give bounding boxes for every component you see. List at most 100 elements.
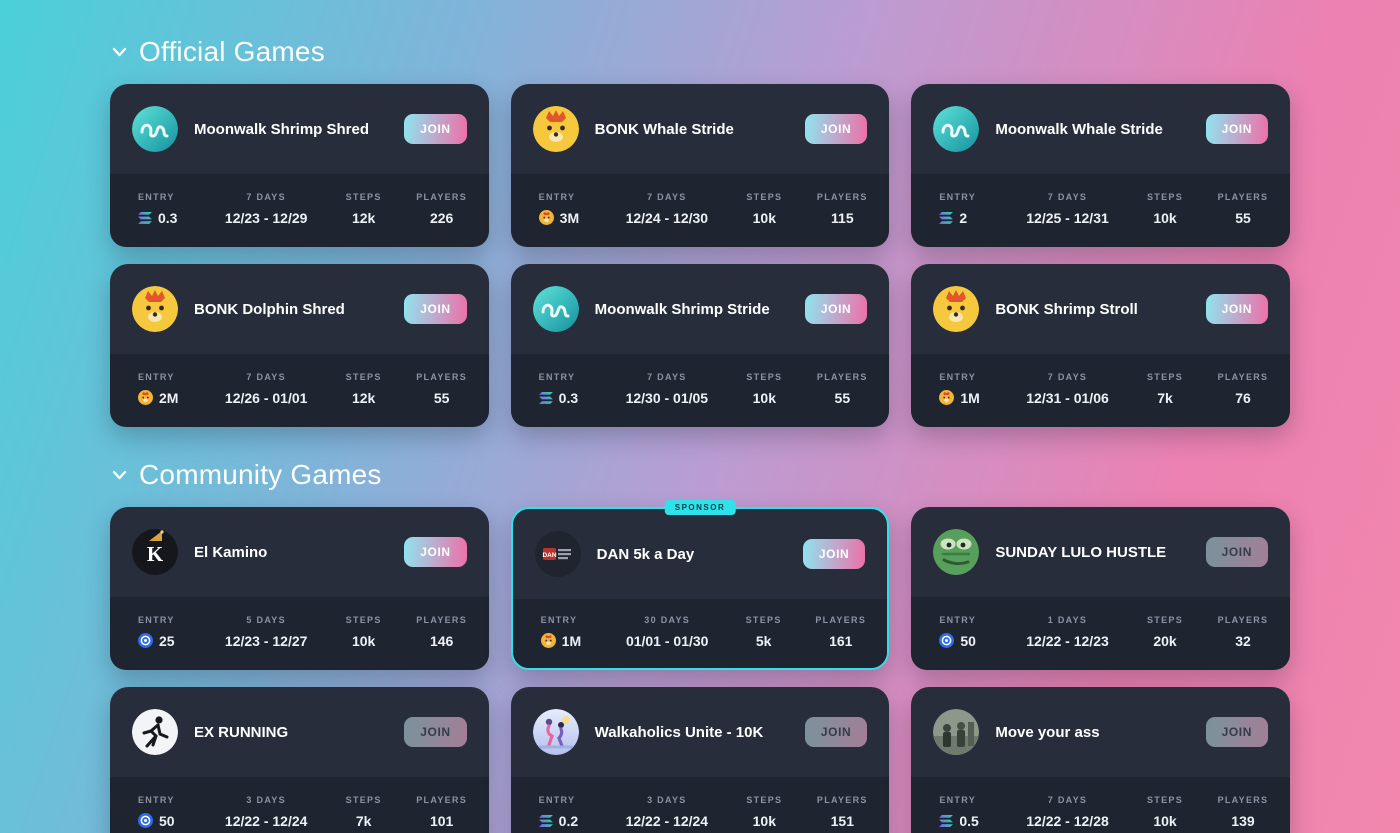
join-button[interactable]: JOIN (804, 114, 868, 144)
join-button[interactable]: JOIN (404, 537, 467, 567)
game-card[interactable]: SPONSOR DAN DAN 5k a Day JOIN ENTRY 1M 3… (510, 500, 890, 670)
moonwalk-icon (532, 286, 579, 332)
steps-label: STEPS (345, 794, 382, 805)
entry-amount: 1M (960, 389, 980, 406)
join-button[interactable]: JOIN (802, 539, 866, 569)
game-card[interactable]: BONK Whale Stride JOIN ENTRY 3M 7 DAYS 1… (510, 84, 890, 247)
card-stats: ENTRY 0.2 3 DAYS 12/22 - 12/24 STEPS 10k… (510, 777, 890, 833)
join-button[interactable]: JOIN (404, 717, 467, 747)
players-value: 55 (433, 389, 450, 406)
steps-value: 12k (351, 389, 376, 406)
entry-label: ENTRY (939, 794, 976, 805)
duration-stat: 7 DAYS 12/25 - 12/31 (1009, 192, 1126, 226)
steps-value: 10k (1153, 812, 1177, 829)
sol-token-icon (939, 814, 954, 827)
duration-label: 7 DAYS (647, 191, 687, 202)
join-button[interactable]: JOIN (804, 717, 868, 747)
steps-stat: STEPS 7k (1126, 372, 1204, 406)
players-value: 161 (829, 632, 853, 649)
game-card[interactable]: SUNDAY LULO HUSTLE JOIN ENTRY 50 1 DAYS … (911, 507, 1290, 670)
duration-stat: 7 DAYS 12/31 - 01/06 (1009, 372, 1126, 406)
card-stats: ENTRY 0.5 7 DAYS 12/22 - 12/28 STEPS 10k… (911, 777, 1290, 833)
bonk-icon (933, 286, 980, 332)
card-stats: ENTRY 1M 30 DAYS 01/01 - 01/30 STEPS 5k … (512, 599, 888, 668)
entry-value: 50 (939, 633, 976, 649)
card-stats: ENTRY 0.3 7 DAYS 12/30 - 01/05 STEPS 10k… (510, 354, 890, 427)
duration-value: 12/22 - 12/24 (224, 812, 308, 829)
bonk-token-icon (939, 390, 955, 405)
players-label: PLAYERS (816, 371, 868, 382)
join-button[interactable]: JOIN (404, 294, 467, 324)
players-stat: PLAYERS 55 (1204, 192, 1282, 226)
players-label: PLAYERS (416, 614, 468, 625)
steps-value: 10k (752, 812, 776, 829)
steps-value: 10k (752, 389, 776, 406)
duration-stat: 3 DAYS 12/22 - 12/24 (208, 795, 325, 829)
dan-icon: DAN (534, 531, 581, 577)
join-button[interactable]: JOIN (1205, 294, 1268, 324)
card-header: Moonwalk Shrimp Stride JOIN (511, 264, 890, 354)
duration-label: 1 DAYS (1047, 614, 1088, 625)
entry-label: ENTRY (540, 614, 578, 625)
card-stats: ENTRY 50 1 DAYS 12/22 - 12/23 STEPS 20k … (911, 597, 1290, 670)
duration-stat: 1 DAYS 12/22 - 12/23 (1009, 615, 1126, 649)
steps-label: STEPS (1146, 371, 1183, 382)
players-stat: PLAYERS 55 (803, 372, 881, 406)
duration-stat: 7 DAYS 12/24 - 12/30 (608, 192, 725, 226)
duration-label: 7 DAYS (246, 371, 286, 382)
steps-stat: STEPS 20k (1126, 615, 1204, 649)
join-button[interactable]: JOIN (1205, 537, 1268, 567)
entry-value: 3M (538, 210, 579, 226)
game-card[interactable]: Move your ass JOIN ENTRY 0.5 7 DAYS 12/2… (911, 687, 1290, 833)
players-value: 146 (429, 632, 454, 649)
community-games-header[interactable]: Community Games (112, 459, 1290, 491)
section-official-games: Official Games Moonwalk Shrimp Shred JOI… (110, 36, 1290, 427)
join-button[interactable]: JOIN (1205, 114, 1268, 144)
game-title: BONK Whale Stride (594, 120, 734, 138)
card-header: Move your ass JOIN (911, 687, 1290, 777)
entry-label: ENTRY (939, 371, 976, 382)
duration-value: 12/25 - 12/31 (1026, 209, 1109, 226)
duration-stat: 7 DAYS 12/30 - 01/05 (608, 372, 725, 406)
steps-value: 10k (1153, 209, 1177, 226)
game-card[interactable]: Moonwalk Shrimp Shred JOIN ENTRY 0.3 7 D… (110, 84, 489, 247)
sol-token-icon (538, 391, 553, 404)
players-stat: PLAYERS 55 (403, 372, 481, 406)
bonk-icon (532, 106, 579, 152)
entry-stat: ENTRY 2M (118, 372, 208, 406)
card-header: BONK Dolphin Shred JOIN (110, 264, 489, 354)
sponsor-badge: SPONSOR (664, 500, 736, 515)
game-card[interactable]: K El Kamino JOIN ENTRY 25 5 DAYS 12/23 -… (110, 507, 489, 670)
card-stats: ENTRY 2M 7 DAYS 12/26 - 01/01 STEPS 12k … (110, 354, 489, 427)
game-card[interactable]: BONK Shrimp Stroll JOIN ENTRY 1M 7 DAYS … (911, 264, 1290, 427)
steps-label: STEPS (746, 794, 783, 805)
players-label: PLAYERS (1217, 614, 1269, 625)
game-card[interactable]: Walkaholics Unite - 10K JOIN ENTRY 0.2 3… (510, 687, 890, 833)
players-value: 101 (429, 812, 454, 829)
entry-value: 1M (540, 633, 581, 649)
duration-value: 12/30 - 01/05 (625, 389, 709, 406)
game-card[interactable]: Moonwalk Whale Stride JOIN ENTRY 2 7 DAY… (911, 84, 1290, 247)
duration-value: 12/23 - 12/29 (224, 209, 308, 226)
duration-label: 7 DAYS (1047, 371, 1088, 382)
sol-token-icon (138, 211, 152, 224)
card-header: Moonwalk Shrimp Shred JOIN (110, 84, 489, 174)
join-button[interactable]: JOIN (804, 294, 868, 324)
entry-stat: ENTRY 0.3 (519, 372, 609, 406)
game-title: BONK Dolphin Shred (194, 300, 345, 318)
game-card[interactable]: EX RUNNING JOIN ENTRY 50 3 DAYS 12/22 - … (110, 687, 489, 833)
card-stats: ENTRY 2 7 DAYS 12/25 - 12/31 STEPS 10k P… (911, 174, 1290, 247)
blue-token-icon (138, 633, 153, 648)
card-header: DAN DAN 5k a Day JOIN (513, 509, 888, 599)
game-card[interactable]: Moonwalk Shrimp Stride JOIN ENTRY 0.3 7 … (510, 264, 890, 427)
duration-value: 12/22 - 12/28 (1026, 812, 1109, 829)
official-games-header[interactable]: Official Games (112, 36, 1290, 68)
players-label: PLAYERS (816, 794, 868, 805)
game-card[interactable]: BONK Dolphin Shred JOIN ENTRY 2M 7 DAYS … (110, 264, 489, 427)
join-button[interactable]: JOIN (1205, 717, 1268, 747)
steps-label: STEPS (345, 191, 382, 202)
svg-text:K: K (147, 542, 164, 566)
join-button[interactable]: JOIN (404, 114, 467, 144)
steps-value: 10k (752, 209, 776, 226)
steps-stat: STEPS 10k (725, 795, 803, 829)
